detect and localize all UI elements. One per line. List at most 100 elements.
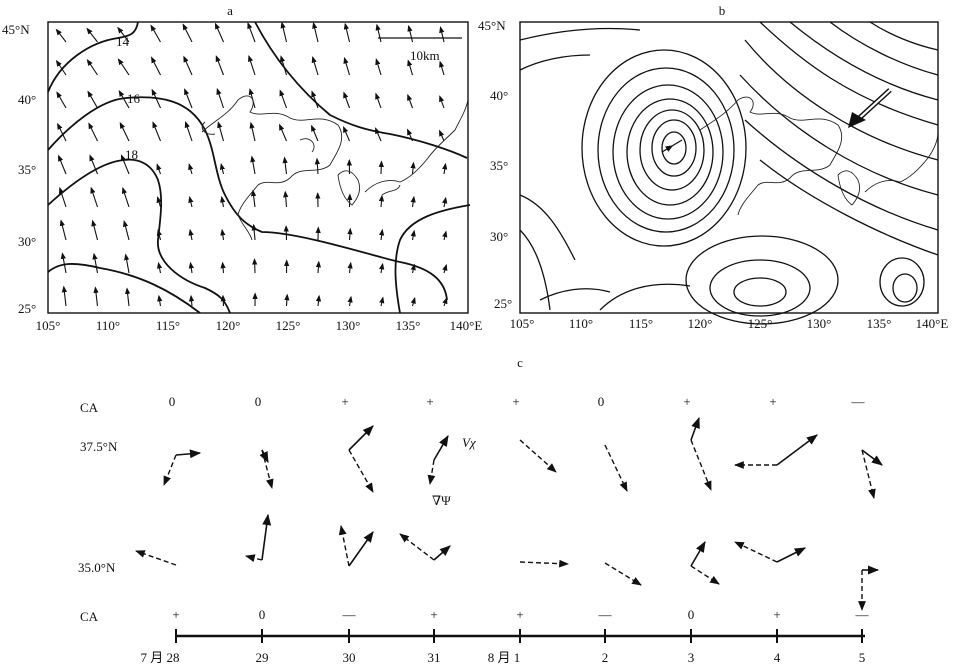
wind-vector-arrow [314, 157, 320, 175]
legend-v-chi: Vχ [462, 435, 476, 450]
velocity-potential-vector [433, 435, 449, 461]
velocity-potential-vector [261, 513, 272, 561]
timeline-date-label: 3 [688, 650, 695, 665]
wind-vector-arrow [375, 58, 382, 76]
ca-upper-value: 0 [169, 394, 176, 409]
wind-vector-arrow [150, 24, 161, 43]
gradient-vector [261, 449, 274, 489]
wind-vector-arrow [121, 186, 130, 208]
wind-vector-arrow [59, 219, 67, 241]
wind-vector-arrow [378, 194, 385, 208]
wind-vector-arrow [122, 220, 130, 241]
panel-b-coastline [699, 96, 939, 216]
wind-vector-arrow [118, 89, 130, 109]
wind-vector-arrow [247, 22, 256, 43]
wind-vector-arrow [86, 27, 98, 43]
wind-vector-arrow [248, 54, 256, 76]
wind-vector-arrow [407, 59, 414, 76]
gradient-vector [690, 565, 720, 585]
panel-b-lon-tick-140: 140°E [916, 316, 949, 331]
timeline-ticks [175, 629, 863, 643]
velocity-potential-vector [348, 425, 374, 451]
wind-vector-arrow [188, 228, 194, 241]
panel-b-lat-tick-40: 40° [490, 88, 508, 103]
row-label-37-5n: 37.5°N [80, 439, 118, 454]
wind-vector-arrow [216, 87, 225, 109]
wind-vector-arrow [220, 228, 226, 241]
panel-b-lon-tick-135: 135° [867, 316, 892, 331]
wind-vector-arrow [184, 121, 193, 142]
contour-label-14: 14 [116, 34, 130, 49]
wind-vector-arrow [117, 58, 130, 76]
wind-vector-arrow [86, 59, 98, 76]
wind-vector-arrow [55, 28, 67, 43]
wind-vector-arrow [410, 296, 416, 307]
wind-vector-arrow [150, 56, 161, 76]
wind-vector-arrow [156, 261, 163, 274]
wind-vector-arrow [188, 163, 194, 175]
panel-a-frame [47, 21, 469, 314]
panel-b-lat-tick-35: 35° [490, 158, 508, 173]
ca-upper-value: 0 [598, 394, 605, 409]
ca-upper-value: 0 [255, 394, 262, 409]
wind-vector-arrow [410, 195, 416, 208]
wind-vector-arrow [312, 21, 319, 43]
panel-b-lon-tick-110: 110° [569, 316, 593, 331]
ca-lower-value: + [516, 607, 523, 622]
wind-vector-arrow [58, 154, 67, 175]
timeline-date-label: 7 月 28 [140, 650, 179, 665]
wind-vector-arrow [58, 186, 67, 208]
gradient-vector [245, 554, 263, 562]
wind-vector-arrow [119, 121, 130, 142]
wind-vector-arrow [93, 286, 99, 307]
gradient-vector [338, 525, 350, 567]
velocity-potential-vector [175, 449, 202, 459]
gradient-vector [734, 541, 778, 563]
gradient-vector [163, 454, 177, 486]
wind-vector-arrow [57, 122, 67, 142]
wind-vector-arrow [156, 196, 162, 208]
panel-a-wind-vectors [55, 21, 448, 307]
contour-label-16: 16 [127, 91, 141, 106]
ca-lower-value: + [172, 607, 179, 622]
wind-vector-arrow [375, 92, 382, 109]
wind-vector-arrow [311, 56, 319, 76]
wind-vector-arrow [188, 261, 194, 274]
panel-b-lat-tick-30: 30° [490, 229, 508, 244]
velocity-potential-vector [433, 545, 451, 561]
timeline-date-label: 2 [602, 650, 609, 665]
velocity-potential-vector [690, 416, 700, 441]
wind-vector-arrow [282, 156, 288, 175]
wind-vector-arrow [87, 90, 98, 109]
velocity-potential-vector [776, 434, 818, 466]
timeline-date-label: 8 月 1 [488, 650, 521, 665]
panel-b-lat-tick-25: 25° [494, 296, 512, 311]
contour-line-southern [47, 263, 201, 314]
panel-a-lon-tick-125: 125° [276, 318, 301, 333]
panel-b-label: b [719, 3, 726, 18]
ca-upper-value: + [512, 394, 519, 409]
gradient-vector [427, 459, 436, 485]
wind-vector-arrow [280, 21, 288, 43]
wind-vector-arrow [375, 23, 382, 43]
wind-vector-arrow [410, 229, 416, 241]
wind-vector-arrow [343, 91, 351, 109]
ca-lower-value: + [430, 607, 437, 622]
northeast-streamlines [519, 21, 939, 311]
panel-a-lon-tick-120: 120° [216, 318, 241, 333]
panel-a-lon-tick-140: 140°E [450, 318, 483, 333]
panel-a-lat-tick-35: 35° [18, 162, 36, 177]
panel-a-lat-tick-45: 45°N [2, 22, 30, 37]
velocity-potential-vector [776, 547, 807, 563]
wind-vector-arrow [379, 296, 385, 307]
wind-vector-arrow [188, 196, 194, 208]
ca-upper-value: + [769, 394, 776, 409]
wind-vector-arrow [56, 91, 67, 109]
ca-upper-value: + [426, 394, 433, 409]
wind-vector-arrow [90, 186, 99, 208]
wind-vector-arrow [279, 123, 288, 142]
ca-row-label-upper: CA [80, 400, 99, 415]
panel-a-lon-tick-110: 110° [96, 318, 120, 333]
panel-b-frame [519, 21, 939, 314]
